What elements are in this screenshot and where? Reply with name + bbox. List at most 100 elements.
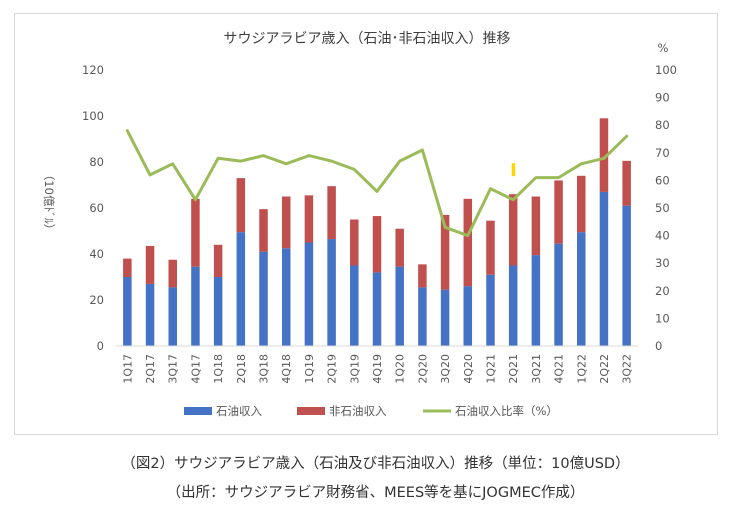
x-tick-label: 4Q19: [371, 354, 384, 384]
y2-tick-label: 50: [655, 201, 670, 215]
bar-non-oil-revenue: [123, 258, 132, 277]
bar-non-oil-revenue: [554, 180, 563, 244]
bar-non-oil-revenue: [531, 196, 541, 256]
bar-oil-revenue: [554, 243, 563, 346]
y-tick-label: 80: [89, 155, 104, 169]
y-tick-label: 20: [89, 293, 104, 307]
bar-oil-revenue: [281, 248, 291, 346]
bar-non-oil-revenue: [599, 118, 609, 192]
chart-area: サウジアラビア歳入（石油･非石油収入）推移 0 20 40 60 80 100 120 0 10 2…: [14, 13, 718, 435]
bar-oil-revenue: [327, 239, 336, 346]
y2-tick-label: 90: [655, 91, 670, 105]
x-tick-label: 3Q18: [258, 354, 271, 384]
x-tick-label: 2Q20: [416, 354, 429, 384]
bar-non-oil-revenue: [236, 178, 246, 233]
bar-non-oil-revenue: [372, 216, 382, 273]
y2-axis-label: %: [658, 41, 669, 55]
bar-non-oil-revenue: [213, 244, 223, 277]
bar-oil-revenue: [123, 277, 132, 346]
x-tick-label: 2Q18: [235, 354, 248, 384]
legend-swatch-non-oil: [297, 407, 325, 415]
bar-non-oil-revenue: [327, 186, 336, 240]
bar-non-oil-revenue: [486, 220, 495, 275]
bar-non-oil-revenue: [577, 175, 586, 233]
y-tick-label: 60: [89, 201, 104, 215]
figure-caption: （図2）サウジアラビア歳入（石油及び非石油収入）推移（単位：10億USD）: [121, 456, 630, 472]
bar-oil-revenue: [145, 283, 155, 346]
bar-non-oil-revenue: [168, 259, 177, 288]
bar-oil-revenue: [508, 265, 518, 346]
bar-oil-revenue: [168, 287, 177, 346]
y2-tick-label: 60: [655, 173, 670, 187]
bar-oil-revenue: [599, 191, 609, 346]
bar-oil-revenue: [463, 286, 473, 346]
highlight-marker: [511, 163, 516, 177]
x-tick-label: 2Q17: [144, 354, 157, 384]
source-caption: （出所：サウジアラビア財務省、MEES等を基にJOGMEC作成）: [166, 485, 585, 501]
x-tick-label: 2Q22: [598, 354, 611, 384]
y2-tick-label: 70: [655, 146, 670, 160]
x-tick-label: 1Q18: [212, 354, 225, 384]
bar-non-oil-revenue: [508, 194, 518, 266]
x-tick-label: 1Q22: [575, 354, 588, 384]
x-tick-label: 3Q20: [439, 354, 452, 384]
line-oil-revenue-ratio: [125, 129, 629, 238]
y2-tick-label: 30: [655, 256, 670, 270]
bar-oil-revenue: [350, 265, 359, 346]
x-tick-label: 1Q21: [484, 354, 497, 384]
bar-oil-revenue: [213, 277, 223, 346]
x-tick-label: 1Q20: [394, 354, 407, 384]
x-tick-label: 2Q21: [507, 354, 520, 384]
x-tick-label: 3Q19: [348, 354, 361, 384]
y-tick-label: 40: [89, 247, 104, 261]
x-tick-label: 3Q21: [530, 354, 543, 384]
bar-non-oil-revenue: [440, 214, 450, 290]
bar-non-oil-revenue: [259, 209, 268, 252]
bar-oil-revenue: [577, 232, 586, 346]
legend-label-ratio: 石油収入比率（%）: [455, 404, 558, 418]
x-tick-label: 1Q17: [121, 354, 134, 384]
y-tick-label: 120: [82, 63, 104, 77]
bar-oil-revenue: [531, 255, 541, 346]
bar-oil-revenue: [486, 274, 495, 346]
bar-non-oil-revenue: [395, 228, 404, 267]
y-tick-label: 0: [97, 339, 104, 353]
bar-oil-revenue: [418, 287, 427, 346]
bar-non-oil-revenue: [622, 160, 631, 206]
y2-tick-label: 80: [655, 118, 670, 132]
x-tick-label: 3Q22: [621, 354, 634, 384]
y2-tick-label: 10: [655, 311, 670, 325]
x-tick-label: 3Q17: [167, 354, 180, 384]
x-tick-label: 2Q19: [326, 354, 339, 384]
y-tick-label: 100: [82, 109, 104, 123]
bar-oil-revenue: [259, 251, 268, 346]
legend-swatch-oil: [184, 407, 212, 415]
bar-oil-revenue: [236, 232, 246, 346]
legend-label-oil: 石油収入: [216, 404, 262, 418]
bar-non-oil-revenue: [191, 198, 200, 267]
y-axis-label: （10億ﾄﾞﾙ）: [42, 169, 56, 235]
x-tick-label: 4Q17: [189, 354, 202, 384]
bar-non-oil-revenue: [304, 195, 314, 243]
y2-tick-label: 100: [655, 63, 677, 77]
legend-label-non-oil: 非石油収入: [329, 404, 387, 418]
y2-tick-label: 20: [655, 284, 670, 298]
x-tick-label: 4Q18: [280, 354, 293, 384]
bar-oil-revenue: [622, 205, 631, 346]
bar-oil-revenue: [440, 289, 450, 346]
bar-non-oil-revenue: [281, 196, 291, 249]
bar-non-oil-revenue: [463, 198, 473, 287]
y2-tick-label: 40: [655, 229, 670, 243]
bar-oil-revenue: [372, 272, 382, 346]
bar-non-oil-revenue: [145, 245, 155, 284]
bar-non-oil-revenue: [418, 264, 427, 288]
y2-tick-label: 0: [655, 339, 662, 353]
x-tick-label: 1Q19: [303, 354, 316, 384]
bar-non-oil-revenue: [350, 219, 359, 266]
x-tick-label: 4Q20: [462, 354, 475, 384]
chart-title: サウジアラビア歳入（石油･非石油収入）推移: [224, 31, 511, 47]
bar-oil-revenue: [395, 266, 404, 346]
bar-oil-revenue: [304, 242, 314, 346]
x-tick-label: 4Q21: [553, 354, 566, 384]
chart-svg: サウジアラビア歳入（石油･非石油収入）推移 0 20 40 60 80 100 120 0 10 2…: [42, 31, 677, 418]
